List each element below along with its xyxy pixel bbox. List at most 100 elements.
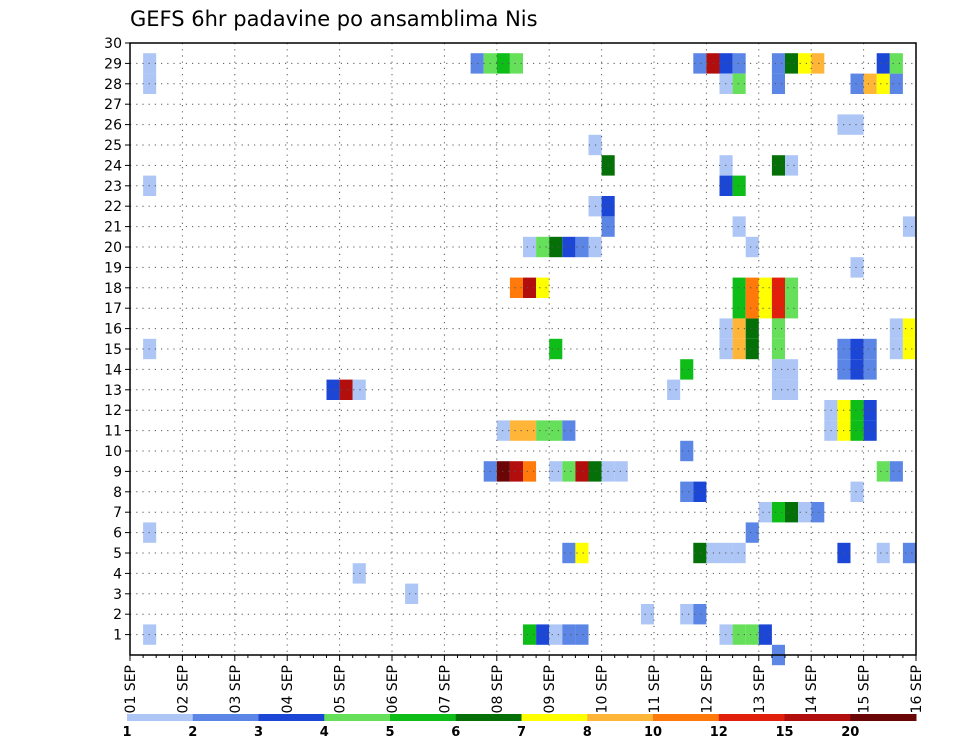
precip-cell bbox=[680, 481, 694, 502]
y-tick-label: 19 bbox=[104, 260, 122, 276]
precip-cell bbox=[889, 73, 903, 94]
precip-cell bbox=[850, 338, 864, 360]
precip-cell bbox=[667, 379, 681, 400]
y-tick-label: 1 bbox=[113, 628, 122, 644]
precip-cell bbox=[536, 236, 550, 258]
y-tick-label: 15 bbox=[104, 342, 122, 358]
precip-cell bbox=[614, 461, 628, 482]
precip-cell bbox=[771, 73, 785, 94]
y-tick-label: 14 bbox=[104, 362, 122, 378]
precip-cell bbox=[771, 502, 785, 523]
colorbar-label: 7 bbox=[517, 725, 526, 740]
y-tick-label: 16 bbox=[104, 322, 122, 338]
precip-cell bbox=[850, 400, 864, 421]
precip-cell bbox=[771, 318, 785, 339]
colorbar-label: 8 bbox=[583, 725, 592, 740]
x-tick-label: 02 SEP bbox=[175, 665, 191, 713]
precip-cell bbox=[326, 379, 340, 400]
y-tick-label: 17 bbox=[104, 301, 122, 317]
precip-cell bbox=[732, 175, 746, 196]
chart-title: GEFS 6hr padavine po ansamblima Nis bbox=[130, 7, 538, 31]
precip-cell bbox=[771, 338, 785, 360]
precip-cell bbox=[758, 298, 772, 319]
y-tick-label: 23 bbox=[104, 179, 122, 195]
precip-cell bbox=[876, 461, 890, 482]
precip-cell bbox=[693, 542, 707, 564]
precip-cell bbox=[496, 420, 510, 441]
precip-cell bbox=[732, 542, 746, 564]
x-tick-label: 06 SEP bbox=[385, 665, 401, 713]
x-tick-label: 09 SEP bbox=[542, 665, 558, 713]
x-tick-label: 08 SEP bbox=[490, 665, 506, 713]
precip-cell bbox=[785, 359, 799, 380]
x-tick-label: 01 SEP bbox=[123, 665, 139, 713]
precip-cell bbox=[850, 114, 864, 135]
colorbar-label: 12 bbox=[710, 725, 728, 740]
precip-cell bbox=[850, 257, 864, 278]
precip-cell bbox=[811, 53, 825, 74]
precip-cell bbox=[732, 318, 746, 339]
precip-cell bbox=[745, 338, 759, 360]
precip-cell bbox=[902, 216, 916, 237]
precip-cell bbox=[732, 53, 746, 74]
precip-cell bbox=[549, 236, 563, 258]
x-axis-ticks: 01 SEP 02 SEP 03 SEP 04 SEP 05 SEP 06 SEP 07 S… bbox=[123, 655, 925, 713]
precip-cell bbox=[771, 277, 785, 298]
precip-cell bbox=[352, 563, 366, 584]
precip-cell bbox=[496, 461, 510, 482]
colorbar-swatch bbox=[521, 714, 588, 721]
precip-cell bbox=[889, 338, 903, 360]
y-tick-label: 18 bbox=[104, 281, 122, 297]
precip-cell bbox=[549, 461, 563, 482]
x-tick-label: 14 SEP bbox=[804, 665, 820, 713]
precip-cell bbox=[680, 440, 694, 462]
precip-cell bbox=[562, 236, 576, 258]
precip-cell bbox=[523, 461, 537, 482]
colorbar-label: 15 bbox=[775, 725, 793, 740]
precip-cell bbox=[470, 53, 484, 74]
precip-cell bbox=[562, 420, 576, 441]
precip-cell bbox=[509, 420, 523, 441]
colorbar-swatch bbox=[390, 714, 457, 721]
precip-cell bbox=[352, 379, 366, 400]
y-tick-label: 13 bbox=[104, 383, 122, 399]
x-tick-label: 07 SEP bbox=[437, 665, 453, 713]
precip-cell bbox=[889, 461, 903, 482]
precip-cell bbox=[785, 298, 799, 319]
precip-cell bbox=[863, 359, 877, 380]
precip-cell bbox=[863, 338, 877, 360]
precip-cell bbox=[876, 73, 890, 94]
colorbar-swatch bbox=[850, 714, 917, 721]
precip-cell bbox=[758, 624, 772, 645]
precip-cell bbox=[863, 400, 877, 421]
colorbar-swatch bbox=[653, 714, 720, 721]
precip-cell bbox=[850, 420, 864, 441]
colorbar-swatch bbox=[718, 714, 785, 721]
y-tick-label: 10 bbox=[104, 444, 122, 460]
precip-cell bbox=[693, 604, 707, 625]
colorbar-swatch bbox=[258, 714, 325, 721]
y-tick-label: 3 bbox=[113, 587, 122, 603]
precip-cell bbox=[680, 604, 694, 625]
precip-cell bbox=[693, 481, 707, 502]
colorbar-label: 1 bbox=[122, 725, 131, 740]
x-tick-label: 05 SEP bbox=[333, 665, 349, 713]
precip-cell bbox=[798, 502, 812, 523]
y-tick-label: 4 bbox=[113, 566, 122, 582]
precip-cell bbox=[575, 624, 589, 645]
y-tick-label: 6 bbox=[113, 526, 122, 542]
y-tick-label: 27 bbox=[104, 97, 122, 113]
precip-cell bbox=[850, 481, 864, 502]
y-tick-label: 9 bbox=[113, 464, 122, 480]
precip-cell bbox=[732, 277, 746, 298]
colorbar-swatch bbox=[455, 714, 522, 721]
precip-cell bbox=[509, 277, 523, 298]
precip-cell bbox=[798, 53, 812, 74]
precip-cell bbox=[509, 461, 523, 482]
precip-cell bbox=[785, 277, 799, 298]
precip-cell bbox=[745, 522, 759, 543]
precip-cell bbox=[680, 359, 694, 380]
y-tick-label: 12 bbox=[104, 403, 122, 419]
precip-cell bbox=[889, 53, 903, 74]
y-axis-ticks: 1234567891011121314151617181920212223242… bbox=[104, 36, 130, 644]
